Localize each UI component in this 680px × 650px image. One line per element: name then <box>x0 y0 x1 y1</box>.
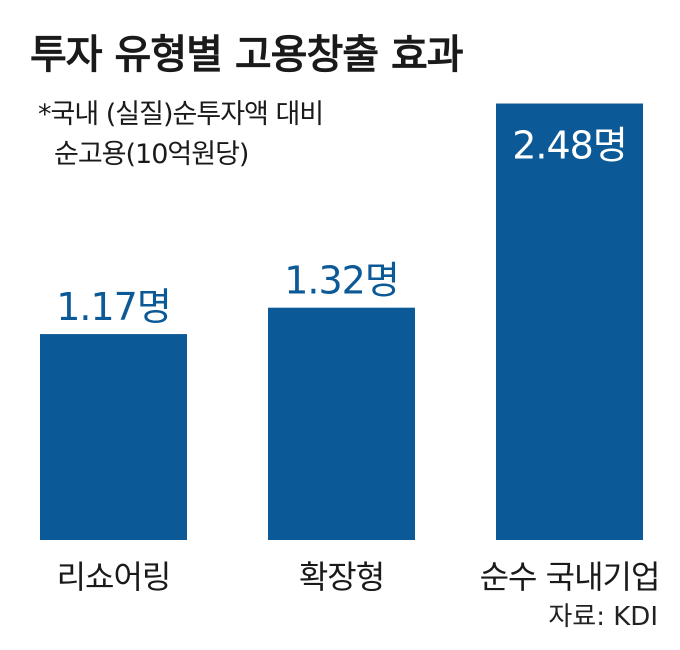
data-label-3: 2.48명 <box>512 124 627 168</box>
data-label-2: 1.32명 <box>284 259 399 303</box>
data-label-1: 1.17명 <box>56 285 171 329</box>
bar-2 <box>268 307 415 540</box>
bar-1 <box>40 334 187 540</box>
category-label-1: 리쇼어링 <box>57 558 171 596</box>
category-label-2: 확장형 <box>299 558 384 596</box>
chart-title: 투자 유형별 고용창출 효과 <box>30 32 464 78</box>
bar-3 <box>496 103 643 541</box>
source-note: 자료: KDI <box>548 602 658 632</box>
chart-subtitle-line-2: 순고용(10억원당) <box>54 139 249 170</box>
chart-subtitle-line-1: *국내 (실질)순투자액 대비 <box>38 99 324 130</box>
category-label-3: 순수 국내기업 <box>480 558 660 596</box>
